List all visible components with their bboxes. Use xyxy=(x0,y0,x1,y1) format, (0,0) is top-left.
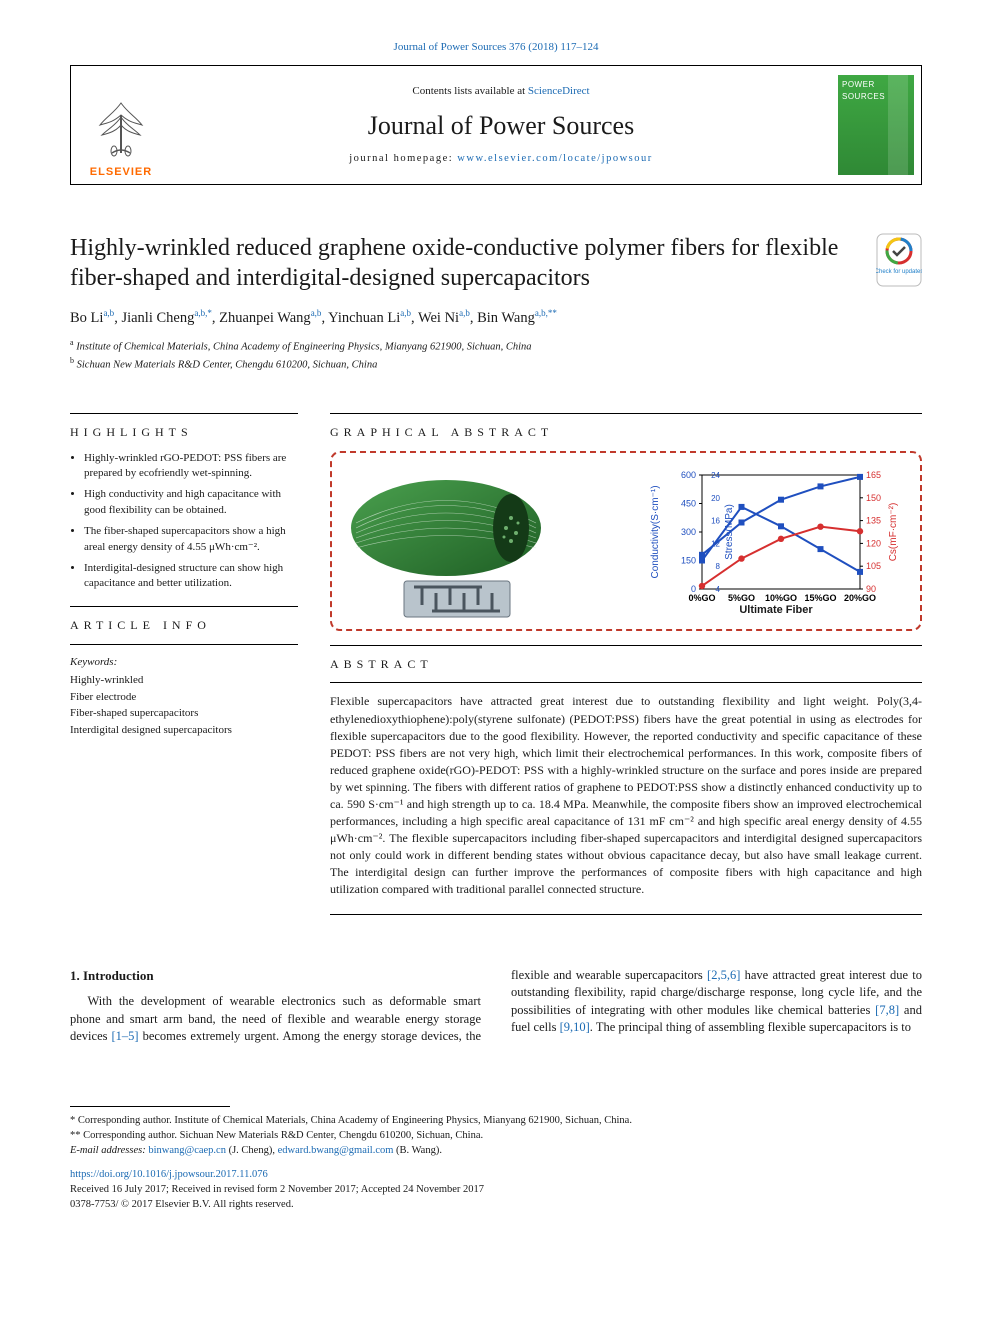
svg-text:16: 16 xyxy=(711,516,720,525)
svg-text:300: 300 xyxy=(681,527,696,537)
email-line: E-mail addresses: binwang@caep.cn (J. Ch… xyxy=(70,1143,922,1158)
email-link-2[interactable]: edward.bwang@gmail.com xyxy=(278,1145,394,1156)
graphical-abstract-chart: 0150300450600481216202490105120135150165… xyxy=(646,467,906,617)
svg-text:10%GO: 10%GO xyxy=(765,593,797,603)
svg-text:5%GO: 5%GO xyxy=(728,593,755,603)
interdigital-device-icon xyxy=(402,579,512,619)
doi-link[interactable]: https://doi.org/10.1016/j.jpowsour.2017.… xyxy=(70,1169,268,1180)
keyword-item: Fiber electrode xyxy=(70,689,298,706)
keywords-list: Highly-wrinkledFiber electrodeFiber-shap… xyxy=(70,672,298,738)
contents-prefix: Contents lists available at xyxy=(412,85,527,97)
svg-text:8: 8 xyxy=(716,562,721,571)
publisher-logo: ELSEVIER xyxy=(71,66,171,184)
journal-homepage-line: journal homepage: www.elsevier.com/locat… xyxy=(349,152,653,167)
svg-text:4: 4 xyxy=(716,585,721,594)
svg-text:105: 105 xyxy=(866,561,881,571)
citation-ref[interactable]: [9,10] xyxy=(560,1020,590,1034)
highlight-item: Highly-wrinkled rGO-PEDOT: PSS fibers ar… xyxy=(84,451,298,482)
svg-text:15%GO: 15%GO xyxy=(804,593,836,603)
svg-text:600: 600 xyxy=(681,470,696,480)
email-person-1: (J. Cheng), xyxy=(226,1145,278,1156)
elsevier-tree-icon xyxy=(86,95,156,165)
homepage-prefix: journal homepage: xyxy=(349,153,457,164)
affiliations: a Institute of Chemical Materials, China… xyxy=(70,337,922,373)
corresponding-1: * Corresponding author. Institute of Che… xyxy=(70,1113,922,1128)
affil-text: Institute of Chemical Materials, China A… xyxy=(76,341,531,352)
affil-sup: b xyxy=(70,356,74,365)
svg-text:20: 20 xyxy=(711,493,720,502)
svg-text:Conductivity(S·cm⁻¹): Conductivity(S·cm⁻¹) xyxy=(650,485,661,578)
highlight-item: The fiber-shaped supercapacitors show a … xyxy=(84,524,298,555)
svg-text:150: 150 xyxy=(681,555,696,565)
keywords-label: Keywords: xyxy=(70,655,298,670)
graphical-abstract-heading: GRAPHICAL ABSTRACT xyxy=(330,424,922,441)
svg-text:0%GO: 0%GO xyxy=(688,593,715,603)
svg-text:120: 120 xyxy=(866,538,881,548)
affiliation-a: a Institute of Chemical Materials, China… xyxy=(70,337,922,355)
abstract-heading: ABSTRACT xyxy=(330,656,922,673)
masthead-center: Contents lists available at ScienceDirec… xyxy=(171,66,831,184)
affil-text: Sichuan New Materials R&D Center, Chengd… xyxy=(77,359,378,370)
email-link-1[interactable]: binwang@caep.cn xyxy=(148,1145,226,1156)
svg-text:24: 24 xyxy=(711,471,720,480)
crossmark-label: Check for updates xyxy=(876,269,922,275)
svg-text:165: 165 xyxy=(866,470,881,480)
contents-available-line: Contents lists available at ScienceDirec… xyxy=(412,84,589,99)
running-header: Journal of Power Sources 376 (2018) 117–… xyxy=(70,40,922,55)
cover-thumbnail: POWER SOURCES xyxy=(838,75,914,175)
issn-copyright: 0378-7753/ © 2017 Elsevier B.V. All righ… xyxy=(70,1198,922,1213)
citation-ref[interactable]: [2,5,6] xyxy=(707,968,740,982)
journal-name: Journal of Power Sources xyxy=(368,108,634,144)
graphical-abstract-figure: 0150300450600481216202490105120135150165… xyxy=(330,451,922,631)
authors-line: Bo Lia,b, Jianli Chenga,b,*, Zhuanpei Wa… xyxy=(70,307,922,328)
article-title: Highly-wrinkled reduced graphene oxide-c… xyxy=(70,233,864,293)
affiliation-b: b Sichuan New Materials R&D Center, Chen… xyxy=(70,355,922,373)
svg-text:135: 135 xyxy=(866,515,881,525)
journal-homepage-link[interactable]: www.elsevier.com/locate/jpowsour xyxy=(457,153,652,164)
affil-sup: a xyxy=(70,338,74,347)
highlights-list: Highly-wrinkled rGO-PEDOT: PSS fibers ar… xyxy=(70,451,298,592)
chart-x-label: Ultimate Fiber xyxy=(739,603,812,618)
keyword-item: Highly-wrinkled xyxy=(70,672,298,689)
email-label: E-mail addresses: xyxy=(70,1145,148,1156)
citation-ref[interactable]: [7,8] xyxy=(875,1003,899,1017)
sciencedirect-link[interactable]: ScienceDirect xyxy=(528,85,590,97)
highlight-item: Interdigital-designed structure can show… xyxy=(84,561,298,592)
email-person-2: (B. Wang). xyxy=(393,1145,442,1156)
doi-block: https://doi.org/10.1016/j.jpowsour.2017.… xyxy=(70,1168,922,1212)
svg-text:450: 450 xyxy=(681,498,696,508)
citation-ref[interactable]: [1–5] xyxy=(112,1029,139,1043)
highlight-item: High conductivity and high capacitance w… xyxy=(84,487,298,518)
keyword-item: Fiber-shaped supercapacitors xyxy=(70,705,298,722)
journal-cover: POWER SOURCES xyxy=(831,66,921,184)
received-line: Received 16 July 2017; Received in revis… xyxy=(70,1183,922,1198)
svg-text:20%GO: 20%GO xyxy=(844,593,876,603)
abstract-text: Flexible supercapacitors have attracted … xyxy=(330,693,922,897)
highlights-heading: HIGHLIGHTS xyxy=(70,424,298,441)
article-info-heading: ARTICLE INFO xyxy=(70,617,298,634)
footnotes: * Corresponding author. Institute of Che… xyxy=(70,1113,922,1159)
publisher-wordmark: ELSEVIER xyxy=(90,165,152,180)
introduction-section: 1. Introduction With the development of … xyxy=(70,967,922,1046)
crossmark-badge-icon[interactable]: Check for updates xyxy=(876,233,922,287)
keyword-item: Interdigital designed supercapacitors xyxy=(70,722,298,739)
svg-text:150: 150 xyxy=(866,492,881,502)
intro-heading: 1. Introduction xyxy=(70,967,481,985)
svg-text:Cs(mF·cm⁻²): Cs(mF·cm⁻²) xyxy=(888,502,899,561)
masthead: ELSEVIER Contents lists available at Sci… xyxy=(70,65,922,185)
corresponding-2: ** Corresponding author. Sichuan New Mat… xyxy=(70,1128,922,1143)
